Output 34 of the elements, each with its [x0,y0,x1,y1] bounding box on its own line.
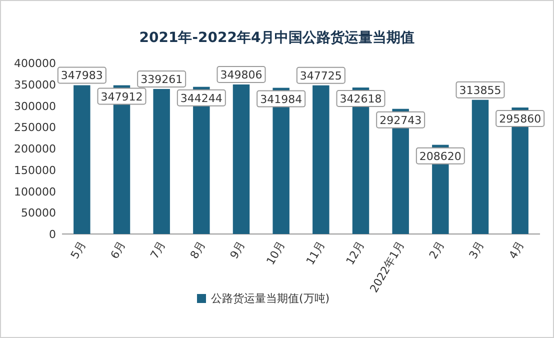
data-label: 208620 [419,150,462,163]
data-label: 347983 [60,69,103,82]
x-tick-label: 8月 [188,239,208,262]
y-tick-label: 50000 [21,206,56,220]
x-tick-label: 9月 [228,239,248,262]
x-tick-label: 6月 [108,239,128,262]
data-label: 342618 [340,92,382,106]
data-label: 292743 [380,114,422,127]
x-tick-label: 5月 [68,239,89,262]
data-label: 349806 [220,68,262,82]
data-label: 341984 [260,92,302,106]
x-tick-label: 7月 [148,239,168,262]
y-tick-label: 150000 [14,164,56,177]
y-tick-label: 100000 [14,185,56,198]
y-tick-label: 400000 [14,57,56,70]
data-label: 313855 [459,84,502,97]
data-label: 344244 [180,92,222,105]
data-label: 339261 [140,72,183,86]
data-label: 295860 [499,112,542,126]
chart-title: 2021年-2022年4月中国公路货运量当期值 [139,30,415,46]
y-tick-label: 350000 [14,78,56,92]
x-tick-label: 3月 [466,239,487,262]
legend-label: 公路货运量当期值(万吨) [211,292,330,305]
data-label: 347912 [100,90,143,104]
y-tick-label: 200000 [14,142,56,156]
x-tick-label: 11月 [304,239,328,268]
x-tick-label: 10月 [264,239,288,268]
x-tick-label: 2月 [426,239,448,262]
y-tick-label: 300000 [14,100,56,113]
y-tick-label: 0 [49,228,56,241]
x-tick-label: 4月 [506,239,527,262]
data-label: 347725 [300,69,342,82]
y-tick-label: 250000 [14,121,56,134]
x-tick-label: 12月 [344,239,368,268]
